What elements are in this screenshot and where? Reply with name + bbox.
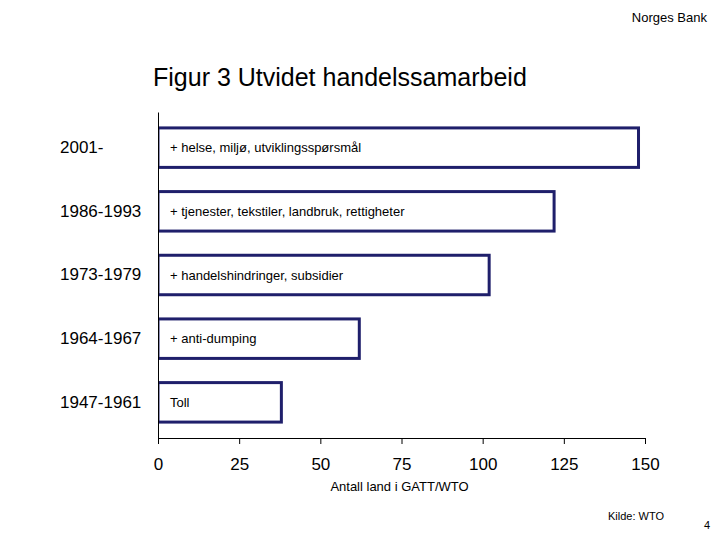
x-tick-label: 150 [631, 455, 659, 474]
x-tick-label: 75 [393, 455, 412, 474]
x-tick: 25 [230, 438, 249, 474]
annotation: + anti-dumping [170, 331, 256, 346]
y-tick-label: 1947-1961 [60, 393, 141, 412]
x-tick-mark [320, 438, 321, 444]
y-tick: 1973-1979 [60, 265, 158, 284]
x-tick-mark [483, 438, 484, 444]
annotation: + helse, miljø, utviklingsspørsmål [170, 140, 361, 155]
source: Kilde: WTO [608, 510, 664, 522]
chart: Norges Bank Figur 3 Utvidet handelssamarb… [0, 0, 720, 540]
annotation: + handelshindringer, subsidier [170, 268, 344, 283]
x-tick: 75 [393, 438, 412, 474]
bar [158, 319, 359, 358]
bar [158, 255, 489, 294]
x-tick-label: 0 [154, 455, 163, 474]
y-tick-label: 1986-1993 [60, 202, 141, 221]
annotation: + tjenester, tekstiler, landbruk, rettig… [170, 204, 405, 219]
x-tick-mark [564, 438, 565, 444]
annotations: + helse, miljø, utviklingsspørsmål + tjen… [170, 140, 405, 410]
y-tick-label: 2001- [60, 138, 103, 157]
x-tick-label: 100 [469, 455, 497, 474]
x-tick: 150 [631, 438, 659, 474]
bar [158, 128, 639, 167]
x-axis: 0 25 50 75 100 125 150 [154, 438, 660, 474]
x-tick-label: 25 [230, 455, 249, 474]
annotation: Toll [170, 395, 190, 410]
y-tick: 1947-1961 [60, 393, 158, 412]
x-axis-title: Antall land i GATT/WTO [330, 479, 468, 494]
x-tick-label: 50 [311, 455, 330, 474]
x-tick-mark [158, 438, 159, 444]
x-tick-mark [402, 438, 403, 444]
y-axis-line [158, 113, 159, 439]
title: Figur 3 Utvidet handelssamarbeid [153, 63, 527, 91]
x-tick: 125 [550, 438, 578, 474]
y-axis: 2001- 1986-1993 1973-1979 1964-1967 1947-196… [60, 113, 159, 439]
y-tick: 1964-1967 [60, 329, 158, 348]
x-tick: 100 [469, 438, 497, 474]
page-number: 4 [704, 519, 710, 531]
y-tick: 1986-1993 [60, 202, 158, 221]
x-tick: 50 [311, 438, 330, 474]
bar [158, 383, 281, 422]
bar [158, 192, 554, 231]
header: Norges Bank [632, 10, 708, 25]
y-tick-label: 1964-1967 [60, 329, 141, 348]
bars [158, 128, 639, 422]
x-tick: 0 [154, 438, 163, 474]
x-tick-mark [239, 438, 240, 444]
y-tick-label: 1973-1979 [60, 265, 141, 284]
x-tick-label: 125 [550, 455, 578, 474]
x-tick-mark [645, 438, 646, 444]
y-tick: 2001- [60, 138, 158, 157]
